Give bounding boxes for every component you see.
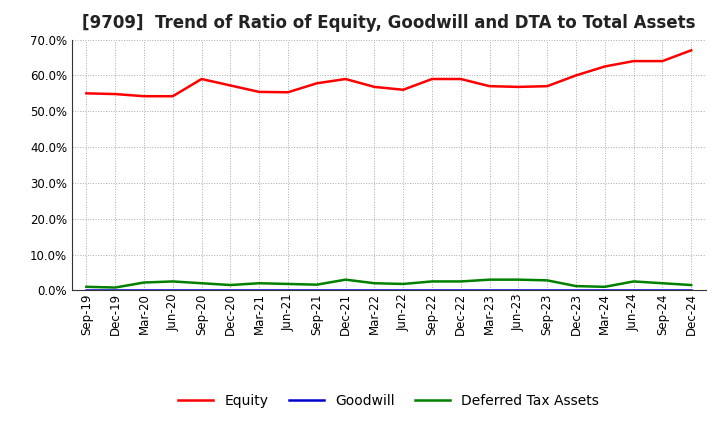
Deferred Tax Assets	[658, 281, 667, 286]
Equity	[341, 77, 350, 82]
Deferred Tax Assets	[485, 277, 494, 282]
Goodwill	[687, 288, 696, 293]
Goodwill	[111, 288, 120, 293]
Equity	[226, 83, 235, 88]
Deferred Tax Assets	[82, 284, 91, 290]
Goodwill	[456, 288, 465, 293]
Deferred Tax Assets	[197, 281, 206, 286]
Deferred Tax Assets	[255, 281, 264, 286]
Deferred Tax Assets	[687, 282, 696, 288]
Legend: Equity, Goodwill, Deferred Tax Assets: Equity, Goodwill, Deferred Tax Assets	[173, 389, 605, 414]
Deferred Tax Assets	[514, 277, 523, 282]
Equity	[312, 81, 321, 86]
Goodwill	[341, 288, 350, 293]
Deferred Tax Assets	[572, 283, 580, 289]
Equity	[255, 89, 264, 95]
Equity	[687, 48, 696, 53]
Goodwill	[514, 288, 523, 293]
Deferred Tax Assets	[370, 281, 379, 286]
Equity	[168, 94, 177, 99]
Equity	[543, 84, 552, 89]
Deferred Tax Assets	[341, 277, 350, 282]
Line: Equity: Equity	[86, 50, 691, 96]
Goodwill	[284, 288, 292, 293]
Goodwill	[629, 288, 638, 293]
Deferred Tax Assets	[399, 281, 408, 286]
Goodwill	[485, 288, 494, 293]
Equity	[197, 77, 206, 82]
Goodwill	[600, 288, 609, 293]
Equity	[140, 94, 148, 99]
Deferred Tax Assets	[456, 279, 465, 284]
Equity	[456, 77, 465, 82]
Equity	[82, 91, 91, 96]
Equity	[514, 84, 523, 89]
Goodwill	[312, 288, 321, 293]
Title: [9709]  Trend of Ratio of Equity, Goodwill and DTA to Total Assets: [9709] Trend of Ratio of Equity, Goodwil…	[82, 15, 696, 33]
Deferred Tax Assets	[600, 284, 609, 290]
Deferred Tax Assets	[140, 280, 148, 285]
Goodwill	[572, 288, 580, 293]
Goodwill	[658, 288, 667, 293]
Goodwill	[370, 288, 379, 293]
Deferred Tax Assets	[284, 281, 292, 286]
Equity	[284, 90, 292, 95]
Equity	[111, 92, 120, 97]
Equity	[629, 59, 638, 64]
Goodwill	[399, 288, 408, 293]
Goodwill	[82, 288, 91, 293]
Deferred Tax Assets	[629, 279, 638, 284]
Deferred Tax Assets	[111, 285, 120, 290]
Goodwill	[428, 288, 436, 293]
Equity	[399, 87, 408, 92]
Goodwill	[255, 288, 264, 293]
Goodwill	[226, 288, 235, 293]
Equity	[428, 77, 436, 82]
Deferred Tax Assets	[543, 278, 552, 283]
Equity	[370, 84, 379, 89]
Goodwill	[140, 288, 148, 293]
Goodwill	[197, 288, 206, 293]
Equity	[600, 64, 609, 69]
Goodwill	[168, 288, 177, 293]
Deferred Tax Assets	[312, 282, 321, 287]
Line: Deferred Tax Assets: Deferred Tax Assets	[86, 280, 691, 287]
Goodwill	[543, 288, 552, 293]
Equity	[485, 84, 494, 89]
Deferred Tax Assets	[428, 279, 436, 284]
Deferred Tax Assets	[226, 282, 235, 288]
Equity	[658, 59, 667, 64]
Deferred Tax Assets	[168, 279, 177, 284]
Equity	[572, 73, 580, 78]
